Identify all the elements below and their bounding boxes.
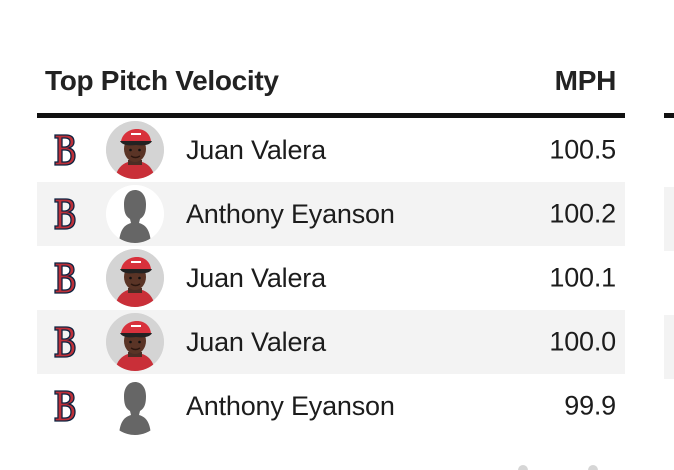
- leaderboard-row[interactable]: Juan Valera 100.1: [37, 246, 625, 310]
- leaderboard-header: Top Pitch Velocity MPH: [37, 57, 625, 118]
- partial-bottom-graphic: [515, 462, 605, 470]
- player-silhouette-icon[interactable]: [106, 377, 164, 435]
- leaderboard-rows: Juan Valera 100.5 Anthony Eyanson 100.2: [37, 118, 625, 438]
- red-sox-b-logo-icon: [52, 261, 76, 295]
- player-headshot[interactable]: [106, 121, 164, 179]
- adjacent-panel-header-rule: [664, 113, 674, 118]
- player-name[interactable]: Juan Valera: [186, 326, 326, 357]
- mph-value: 100.5: [549, 134, 616, 165]
- player-headshot[interactable]: [106, 249, 164, 307]
- red-sox-b-logo-icon: [52, 197, 76, 231]
- leaderboard-row[interactable]: Juan Valera 100.5: [37, 118, 625, 182]
- mph-value: 100.2: [549, 198, 616, 229]
- leaderboard-row[interactable]: Anthony Eyanson 100.2: [37, 182, 625, 246]
- red-sox-b-logo-icon: [52, 133, 76, 167]
- top-pitch-velocity-leaderboard: Top Pitch Velocity MPH: [37, 57, 625, 438]
- mph-column-header[interactable]: MPH: [554, 65, 617, 96]
- leaderboard-row[interactable]: Juan Valera 100.0: [37, 310, 625, 374]
- player-name[interactable]: Juan Valera: [186, 134, 326, 165]
- adjacent-panel-row-shade: [664, 315, 674, 379]
- red-sox-b-logo-icon: [52, 389, 76, 423]
- player-headshot[interactable]: [106, 313, 164, 371]
- leaderboard-title: Top Pitch Velocity: [45, 65, 279, 96]
- player-silhouette-icon[interactable]: [106, 185, 164, 243]
- adjacent-panel-row-shade: [664, 187, 674, 251]
- player-name[interactable]: Anthony Eyanson: [186, 198, 395, 229]
- player-name[interactable]: Anthony Eyanson: [186, 390, 395, 421]
- mph-value: 99.9: [564, 390, 616, 421]
- red-sox-b-logo-icon: [52, 325, 76, 359]
- leaderboard-row[interactable]: Anthony Eyanson 99.9: [37, 374, 625, 438]
- mph-value: 100.1: [549, 262, 616, 293]
- player-name[interactable]: Juan Valera: [186, 262, 326, 293]
- mph-value: 100.0: [549, 326, 616, 357]
